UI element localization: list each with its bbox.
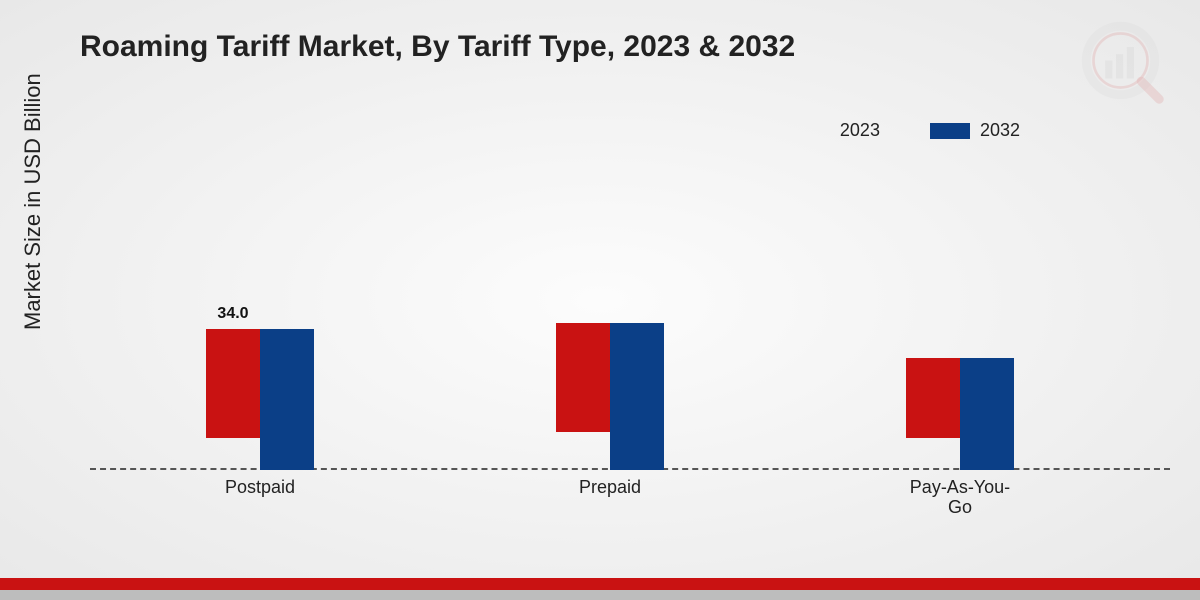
bar-2023: 34.0 <box>206 329 260 438</box>
legend-swatch-2023 <box>790 123 830 139</box>
bar-group: 34.0Postpaid <box>160 329 360 470</box>
category-label: Postpaid <box>180 478 340 498</box>
category-label: Prepaid <box>530 478 690 498</box>
footer-red-bar <box>0 578 1200 590</box>
page-title: Roaming Tariff Market, By Tariff Type, 2… <box>80 30 795 64</box>
brand-logo <box>1080 20 1170 110</box>
bar-group: Prepaid <box>510 323 710 470</box>
footer-accent <box>0 578 1200 600</box>
category-label: Pay-As-You-Go <box>880 478 1040 518</box>
bar-2023 <box>906 358 960 438</box>
legend-item-2032: 2032 <box>930 120 1020 141</box>
bar-2032 <box>260 329 314 470</box>
bar-chart: 34.0Postpaid Prepaid Pay-As-You-Go <box>90 150 1170 470</box>
bar-group: Pay-As-You-Go <box>860 358 1060 470</box>
bar-2023 <box>556 323 610 432</box>
bar-value-label: 34.0 <box>217 305 248 323</box>
bar-2032 <box>610 323 664 470</box>
legend-label-2032: 2032 <box>980 120 1020 141</box>
chart-legend: 2023 2032 <box>790 120 1020 141</box>
footer-grey-bar <box>0 590 1200 600</box>
y-axis-label: Market Size in USD Billion <box>20 73 46 330</box>
bar-2032 <box>960 358 1014 470</box>
legend-label-2023: 2023 <box>840 120 880 141</box>
legend-swatch-2032 <box>930 123 970 139</box>
legend-item-2023: 2023 <box>790 120 880 141</box>
